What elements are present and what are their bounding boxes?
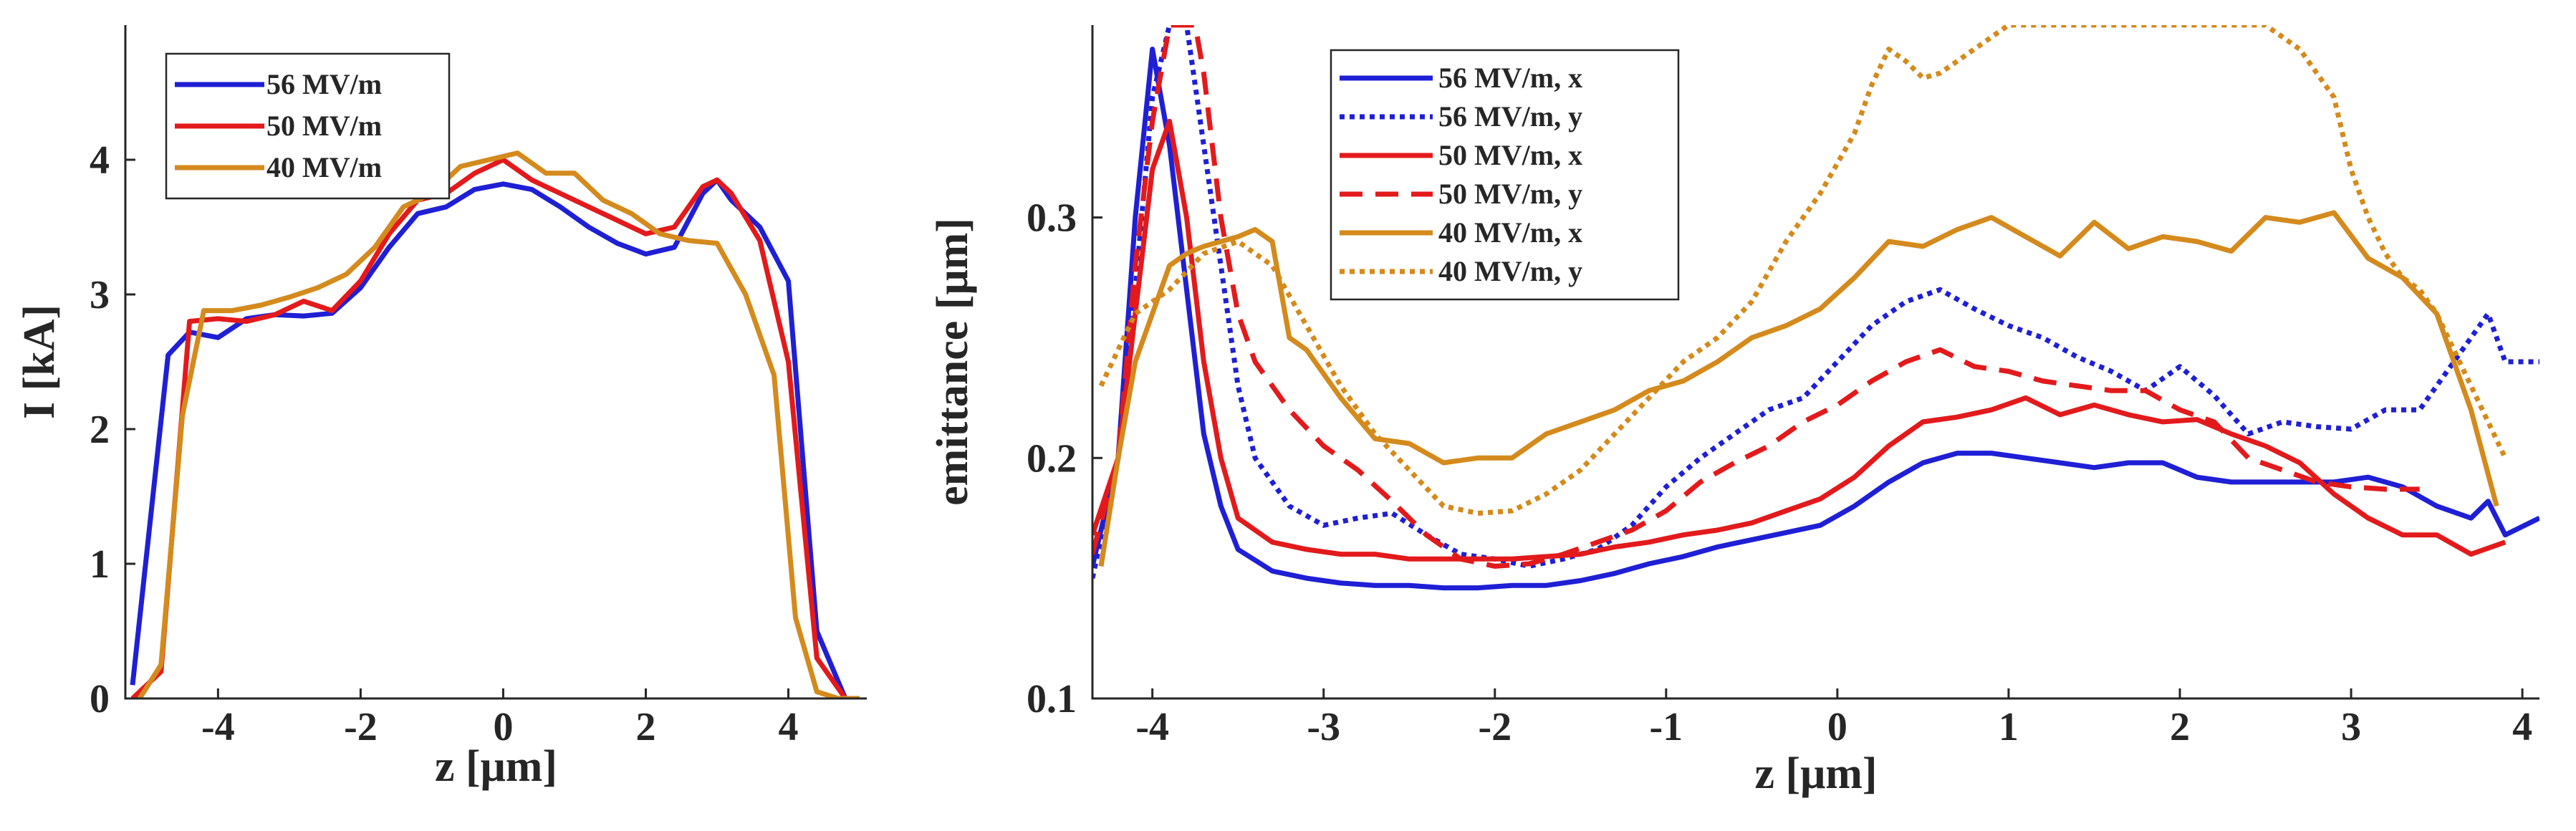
legend-entry: 40 MV/m, x xyxy=(1438,216,1582,249)
x-tick-label: 4 xyxy=(779,705,799,749)
series-line-2 xyxy=(1092,25,2539,579)
legend: 56 MV/m 50 MV/m 40 MV/m xyxy=(165,52,451,200)
x-tick-label: -1 xyxy=(1650,705,1683,749)
x-tick-label: 2 xyxy=(2170,705,2190,749)
x-axis-label: z [μm] xyxy=(1754,749,1877,798)
series-line-4 xyxy=(1092,25,2420,569)
series-line-3 xyxy=(1092,118,2507,562)
y-tick-label: 3 xyxy=(90,273,110,317)
legend-entry: 56 MV/m xyxy=(266,68,382,100)
x-tick-label: -2 xyxy=(1478,705,1512,749)
series-line-3 xyxy=(137,150,860,698)
y-tick-label: 2 xyxy=(90,408,110,452)
legend-entry: 50 MV/m, x xyxy=(1438,139,1582,171)
series-line-6 xyxy=(1098,25,2508,516)
y-tick-label: 0 xyxy=(90,677,110,721)
legend-box xyxy=(1330,49,1680,301)
x-axis-label: z [μm] xyxy=(435,742,557,791)
legend-entry: 40 MV/m, y xyxy=(1438,255,1582,287)
legend-entry: 56 MV/m, y xyxy=(1438,100,1582,133)
y-axis-label: I [kA] xyxy=(15,304,64,419)
x-tick-label: 0 xyxy=(1827,705,1847,749)
y-axis-label: emittance [μm] xyxy=(928,218,977,506)
emittance-chart: -4 -3 -2 -1 0 1 2 3 4 0.1 0.2 0.3 z [μm] emittance [μ… xyxy=(928,25,2539,798)
series-line-1 xyxy=(1092,47,2539,591)
y-tick-label: 0.3 xyxy=(1027,196,1077,241)
x-tick-label: 0 xyxy=(493,705,513,749)
y-tick-label: 0.1 xyxy=(1027,677,1077,721)
legend: 56 MV/m, x 56 MV/m, y 50 MV/m, x 50 MV/m, y… xyxy=(1330,49,1680,301)
legend-entry: 50 MV/m, y xyxy=(1438,178,1582,210)
x-tick-label: 1 xyxy=(1999,705,2019,749)
axis-frame xyxy=(1091,25,2539,700)
current-profile-chart: -4 -2 0 2 4 0 1 2 3 4 z [μm] I [kA] 56 MV/m 50 MV/m 40… xyxy=(15,25,867,791)
series-line-5 xyxy=(1098,210,2499,567)
series-line-2 xyxy=(130,157,847,698)
legend-entry: 40 MV/m xyxy=(266,151,382,183)
series-group xyxy=(130,150,860,698)
y-tick-label: 1 xyxy=(90,542,110,587)
series-group xyxy=(1092,25,2539,591)
x-tick-label: -4 xyxy=(1135,705,1169,749)
y-tick-label: 4 xyxy=(90,138,110,183)
x-tick-label: -2 xyxy=(344,705,378,749)
x-tick-label: 4 xyxy=(2512,705,2532,749)
x-tick-label: 3 xyxy=(2341,705,2361,749)
legend-entry: 50 MV/m xyxy=(266,110,382,142)
x-tick-label: -3 xyxy=(1307,705,1340,749)
series-line-1 xyxy=(130,177,848,698)
legend-entry: 56 MV/m, x xyxy=(1438,62,1582,94)
y-tick-label: 0.2 xyxy=(1027,436,1077,481)
x-tick-label: -4 xyxy=(201,705,235,749)
x-tick-label: 2 xyxy=(635,705,655,749)
